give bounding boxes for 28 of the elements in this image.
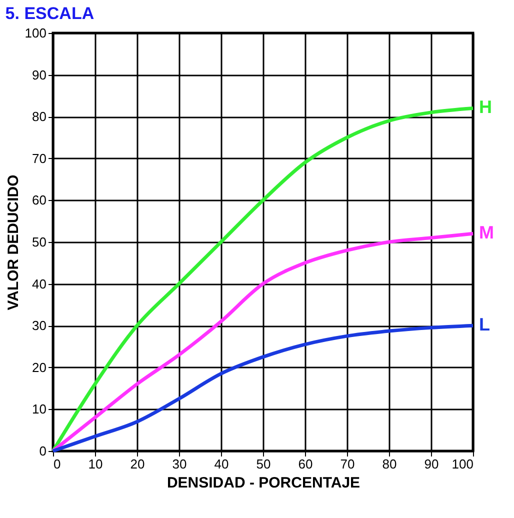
x-tick-label: 70 bbox=[340, 456, 355, 472]
y-tick-label: 80 bbox=[32, 109, 46, 124]
x-tick-label: 0 bbox=[54, 456, 61, 472]
y-tick-label: 100 bbox=[24, 26, 46, 40]
x-tick-label: 80 bbox=[382, 456, 397, 472]
y-tick-label: 30 bbox=[32, 318, 46, 334]
y-tick-label: 70 bbox=[32, 150, 46, 166]
chart-title: 5. ESCALA bbox=[5, 4, 94, 23]
series-label: M bbox=[479, 222, 494, 243]
x-tick-label: 90 bbox=[424, 456, 439, 472]
x-tick-label: 30 bbox=[172, 456, 187, 472]
y-tick-label: 0 bbox=[39, 444, 46, 458]
y-tick-label: 50 bbox=[32, 234, 46, 250]
x-tick-label: 50 bbox=[256, 456, 271, 472]
y-tick-label: 90 bbox=[32, 67, 46, 82]
x-tick-label: 20 bbox=[130, 456, 145, 472]
y-tick-label: 10 bbox=[32, 402, 46, 417]
y-tick-label: 20 bbox=[32, 360, 46, 375]
x-tick-label: 60 bbox=[298, 456, 313, 472]
series-label: H bbox=[479, 97, 492, 118]
y-tick-label: 40 bbox=[32, 276, 46, 292]
x-tick-label: 40 bbox=[214, 456, 229, 472]
x-axis-title: DENSIDAD - PORCENTAJE bbox=[166, 474, 360, 492]
x-tick-label: 10 bbox=[88, 456, 103, 472]
y-axis-title: VALOR DEDUCIDO bbox=[4, 174, 22, 310]
y-tick-label: 60 bbox=[32, 192, 46, 208]
x-tick-label: 100 bbox=[452, 456, 474, 472]
series-label: L bbox=[479, 314, 490, 335]
